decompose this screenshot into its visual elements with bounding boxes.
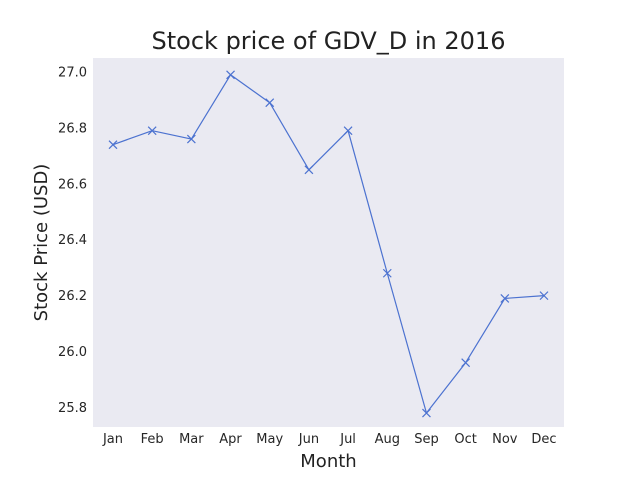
y-tick-labels: 25.8 26.0 26.2 26.4 26.6 26.8 27.0: [58, 65, 87, 415]
y-tick-label: 26.2: [58, 289, 87, 304]
data-point-marker: [265, 98, 275, 108]
y-tick-label: 27.0: [58, 65, 87, 80]
y-tick-label: 26.8: [58, 121, 87, 136]
x-tick-label: Oct: [454, 432, 476, 447]
y-tick-label: 26.6: [58, 177, 87, 192]
chart-title: Stock price of GDV_D in 2016: [152, 27, 506, 55]
data-point-marker: [461, 358, 471, 368]
y-tick-label: 25.8: [58, 401, 87, 416]
x-tick-label: Jan: [102, 432, 123, 447]
x-tick-label: Feb: [141, 432, 164, 447]
data-point-marker: [108, 140, 118, 150]
y-tick-label: 26.4: [58, 233, 87, 248]
data-point-marker: [500, 293, 510, 303]
x-tick-labels: Jan Feb Mar Apr May Jun Jul Aug Sep Oct Nov Dec: [102, 432, 557, 447]
data-point-marker: [539, 291, 549, 301]
data-point-marker: [382, 268, 392, 278]
data-point-marker: [343, 126, 353, 136]
data-point-marker: [147, 126, 157, 136]
x-tick-label: Mar: [179, 432, 204, 447]
x-tick-label: Apr: [219, 432, 242, 447]
x-tick-label: Nov: [492, 432, 518, 447]
plot-area: [93, 58, 564, 427]
y-axis-label: Stock Price (USD): [31, 164, 52, 322]
series-layer: [108, 70, 549, 418]
x-tick-label: Jul: [339, 432, 356, 447]
x-tick-label: Sep: [414, 432, 439, 447]
data-point-marker: [226, 70, 235, 80]
x-axis-label: Month: [300, 451, 356, 472]
series-line: [112, 74, 545, 414]
data-point-marker: [422, 408, 431, 418]
data-point-marker: [186, 134, 196, 144]
x-tick-label: Jun: [298, 432, 319, 447]
y-tick-label: 26.0: [58, 345, 87, 360]
x-tick-label: May: [256, 432, 283, 447]
data-point-marker: [304, 165, 314, 175]
x-tick-label: Aug: [375, 432, 400, 447]
x-tick-label: Dec: [531, 432, 556, 447]
